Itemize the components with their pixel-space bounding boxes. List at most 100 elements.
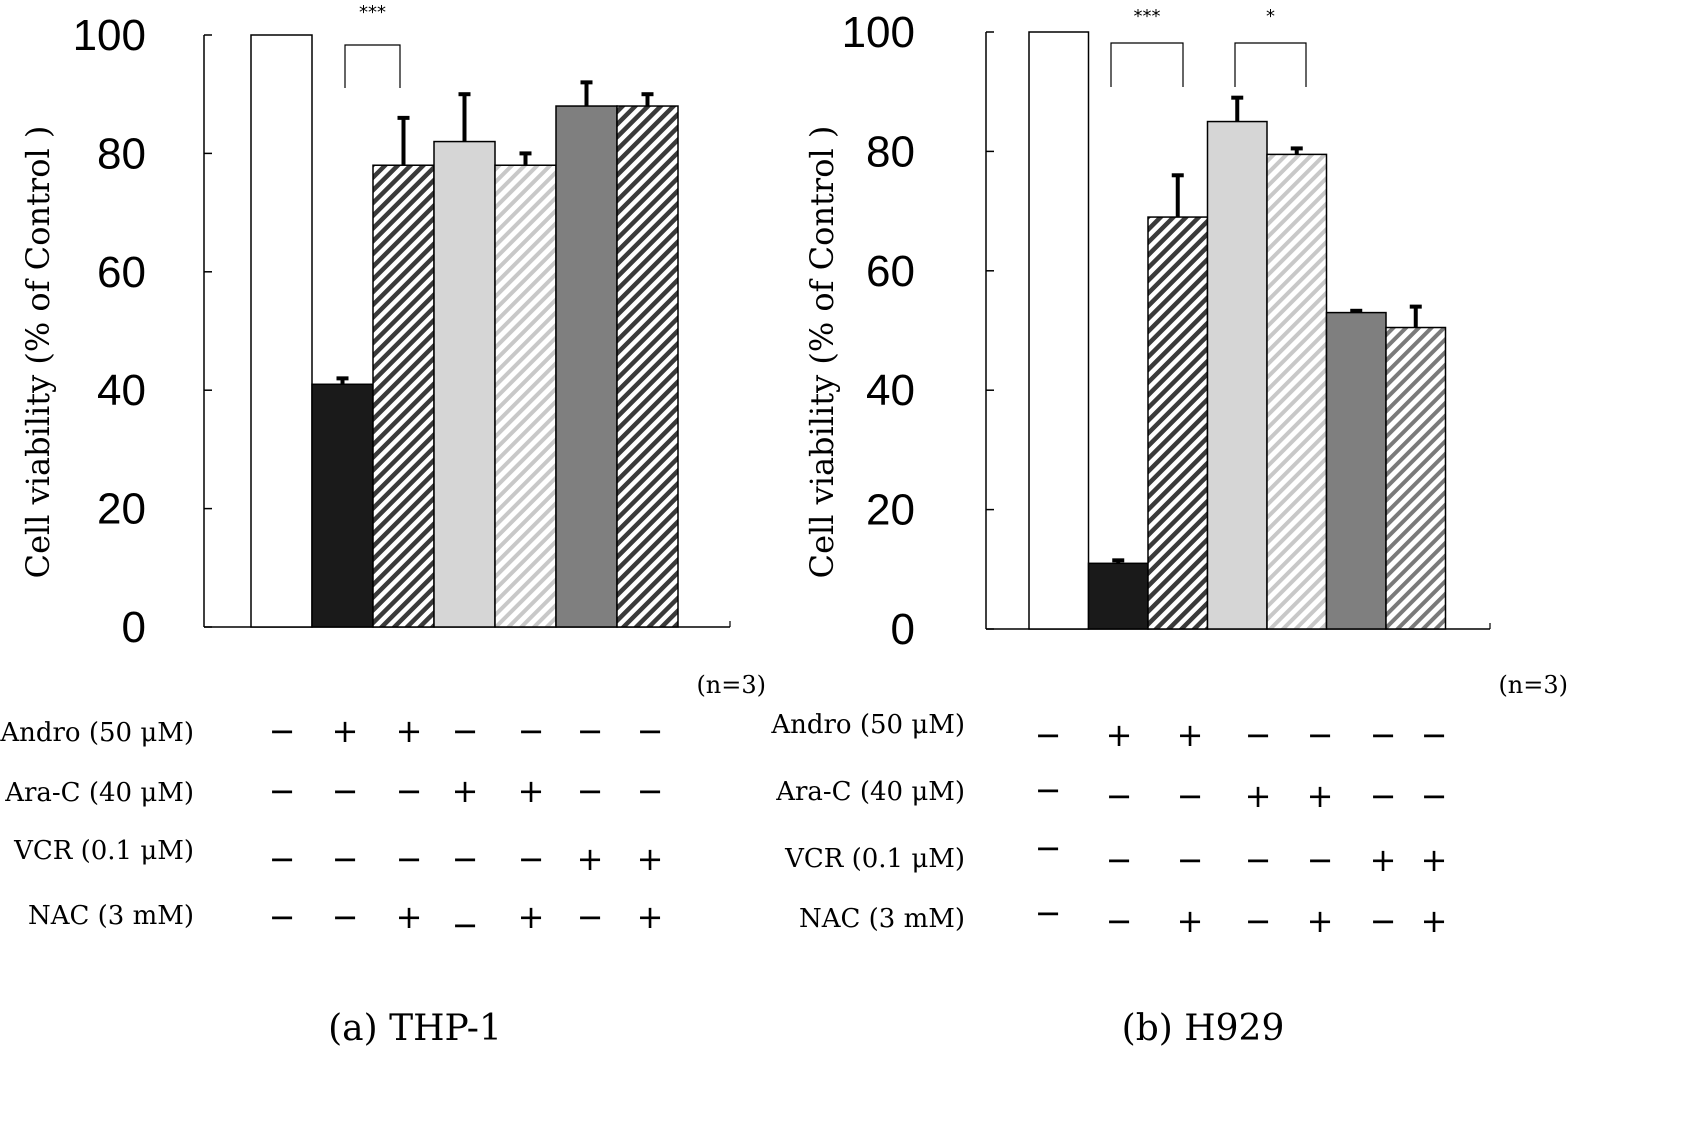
bar [1028,31,1090,630]
bar [1266,153,1328,630]
bar [1206,120,1268,630]
condition-sign: + [577,840,604,878]
y-tick-label: 40 [97,366,146,415]
sample-size-label: (n=3) [1498,671,1568,699]
condition-sign: + [1106,716,1133,754]
condition-label: Ara-C (40 μM) [4,778,194,808]
condition-label: Ara-C (40 μM) [775,777,965,807]
condition-sign: − [1307,716,1334,754]
condition-sign: − [1421,777,1448,815]
condition-sign: − [1370,902,1397,940]
y-tick-label: 60 [97,248,146,297]
condition-sign: + [1421,841,1448,879]
condition-sign: + [1177,902,1204,940]
condition-sign: − [452,712,479,750]
condition-sign: + [396,712,423,750]
condition-sign: − [1370,716,1397,754]
condition-sign: − [577,712,604,750]
condition-sign: − [269,898,296,936]
condition-sign: − [577,772,604,810]
panel-caption: (a) THP-1 [328,1008,502,1049]
condition-sign: − [1245,716,1272,754]
condition-sign: + [1370,841,1397,879]
sample-size-label: (n=3) [696,671,766,699]
condition-sign: − [1370,777,1397,815]
y-tick-label: 40 [866,366,915,415]
y-axis-label: Cell viability (% of Control ) [803,126,841,579]
condition-sign: − [518,712,545,750]
condition-sign: − [452,906,479,944]
y-tick-label: 60 [866,247,915,296]
significance-label: *** [359,2,386,23]
condition-sign: + [1177,716,1204,754]
condition-sign: − [1177,777,1204,815]
panel-h929: 0 20 40 60 80 100 Cell viability (% of Control… [770,6,1568,1049]
bar [1087,562,1149,630]
condition-sign: + [518,772,545,810]
bar [555,105,618,628]
y-tick-label: 20 [866,486,915,535]
condition-sign: − [332,898,359,936]
condition-label: NAC (3 mM) [28,901,194,931]
condition-sign: − [1106,841,1133,879]
significance-bracket [1234,42,1307,87]
condition-sign: + [518,898,545,936]
y-axis-label: Cell viability (% of Control ) [19,126,57,579]
condition-sign: − [396,840,423,878]
condition-sign: − [269,840,296,878]
y-tick-label: 80 [97,129,146,178]
bar [494,164,557,628]
condition-label: Andro (50 μM) [770,710,965,740]
condition-sign: + [1307,902,1334,940]
condition-sign: − [1035,771,1062,809]
condition-sign: − [396,772,423,810]
condition-sign: − [1421,716,1448,754]
condition-label: VCR (0.1 μM) [13,836,194,866]
condition-sign: + [1245,777,1272,815]
condition-sign: − [452,840,479,878]
bar [433,140,496,628]
y-tick-label: 20 [97,485,146,534]
condition-label: VCR (0.1 μM) [784,844,965,874]
condition-sign: − [332,840,359,878]
condition-sign: − [637,772,664,810]
bar [250,34,313,628]
condition-sign: + [1421,902,1448,940]
condition-sign: + [452,772,479,810]
condition-sign: − [1035,829,1062,867]
condition-sign: − [518,840,545,878]
significance-label: * [1266,6,1275,27]
significance-bracket [1110,42,1184,87]
condition-label: NAC (3 mM) [799,904,965,934]
condition-sign: − [1106,902,1133,940]
significance-label: *** [1134,6,1161,27]
condition-sign: − [577,898,604,936]
condition-sign: + [637,898,664,936]
condition-sign: − [1177,841,1204,879]
y-tick-label: 100 [73,11,146,60]
bar [311,383,374,628]
condition-sign: − [1106,777,1133,815]
panel-caption: (b) H929 [1122,1008,1285,1049]
condition-sign: − [1035,716,1062,754]
condition-sign: + [637,840,664,878]
bar [372,164,435,628]
condition-sign: − [1307,841,1334,879]
panel-thp1: 0 20 40 60 80 100 Cell viability (% of Control… [0,2,766,1049]
condition-sign: + [332,712,359,750]
bar [1325,311,1387,630]
condition-sign: + [396,898,423,936]
condition-sign: − [269,772,296,810]
y-tick-label: 0 [122,603,146,652]
bar [616,105,679,628]
y-tick-label: 100 [842,8,915,57]
significance-bracket [344,44,401,88]
bar [1385,326,1447,630]
condition-label: Andro (50 μM) [0,718,194,748]
condition-sign: − [1035,894,1062,932]
bar [1147,216,1209,630]
condition-sign: − [1245,902,1272,940]
condition-sign: − [1245,841,1272,879]
condition-sign: + [1307,777,1334,815]
